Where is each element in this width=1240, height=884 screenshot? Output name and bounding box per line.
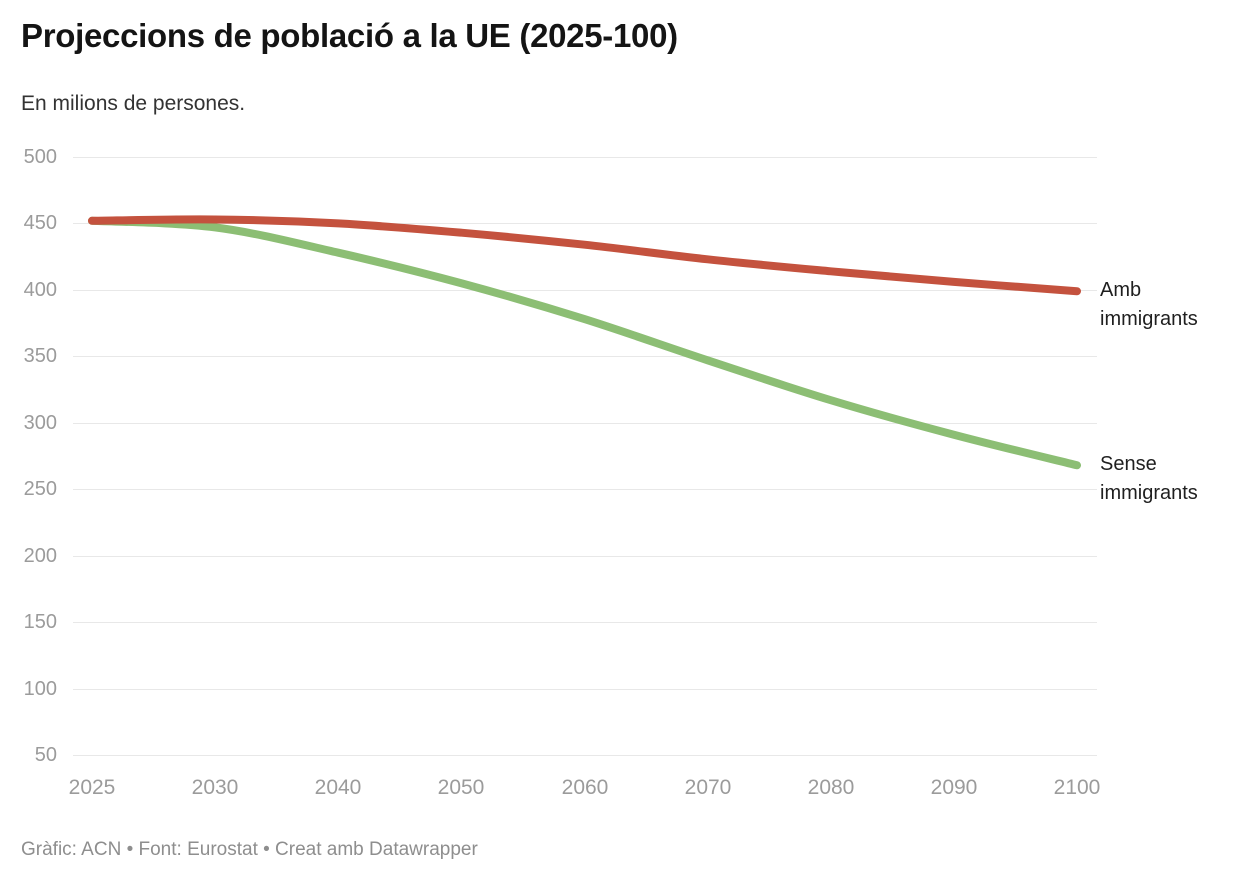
y-axis-tick-label: 500 <box>23 146 57 168</box>
y-axis-tick-label: 100 <box>23 678 57 700</box>
y-axis-tick-label: 50 <box>34 744 57 766</box>
series-label-amb-immigrants: Amb immigrants <box>1100 279 1198 330</box>
gridline-y-100 <box>73 689 1097 690</box>
y-axis-tick-label: 300 <box>23 412 57 434</box>
x-axis-tick-label: 2040 <box>314 776 362 799</box>
x-axis-tick-label: 2050 <box>437 776 485 799</box>
y-axis-tick-label: 350 <box>23 345 57 367</box>
sense-immigrants-line <box>88 216 1081 470</box>
y-axis-tick-label: 150 <box>23 611 57 633</box>
gridline-y-450 <box>73 223 1097 224</box>
x-axis-tick-label: 2080 <box>807 776 855 799</box>
y-axis-tick-label: 200 <box>23 545 57 567</box>
gridline-y-50 <box>73 755 1097 756</box>
series-label-sense-immigrants: Sense immigrants <box>1100 453 1198 504</box>
gridline-y-350 <box>73 356 1097 357</box>
y-axis-tick-label: 400 <box>23 279 57 301</box>
gridline-y-400 <box>73 290 1097 291</box>
x-axis-tick-label: 2090 <box>930 776 978 799</box>
x-axis-tick-label: 2100 <box>1053 776 1101 799</box>
gridline-y-150 <box>73 622 1097 623</box>
x-axis-tick-label: 2070 <box>684 776 732 799</box>
gridline-y-250 <box>73 489 1097 490</box>
amb-immigrants-line <box>88 215 1081 296</box>
chart-title: Projeccions de població a la UE (2025-10… <box>21 17 678 54</box>
x-axis-tick-label: 2030 <box>191 776 239 799</box>
y-axis-tick-label: 450 <box>23 212 57 234</box>
y-axis-tick-label: 250 <box>23 478 57 500</box>
x-axis-tick-label: 2060 <box>561 776 609 799</box>
chart-footer: Gràfic: ACN • Font: Eurostat • Creat amb… <box>21 839 478 860</box>
x-axis-tick-label: 2025 <box>68 776 116 799</box>
gridline-y-300 <box>73 423 1097 424</box>
gridline-y-500 <box>73 157 1097 158</box>
chart-subtitle: En milions de persones. <box>21 92 246 115</box>
gridline-y-200 <box>73 556 1097 557</box>
